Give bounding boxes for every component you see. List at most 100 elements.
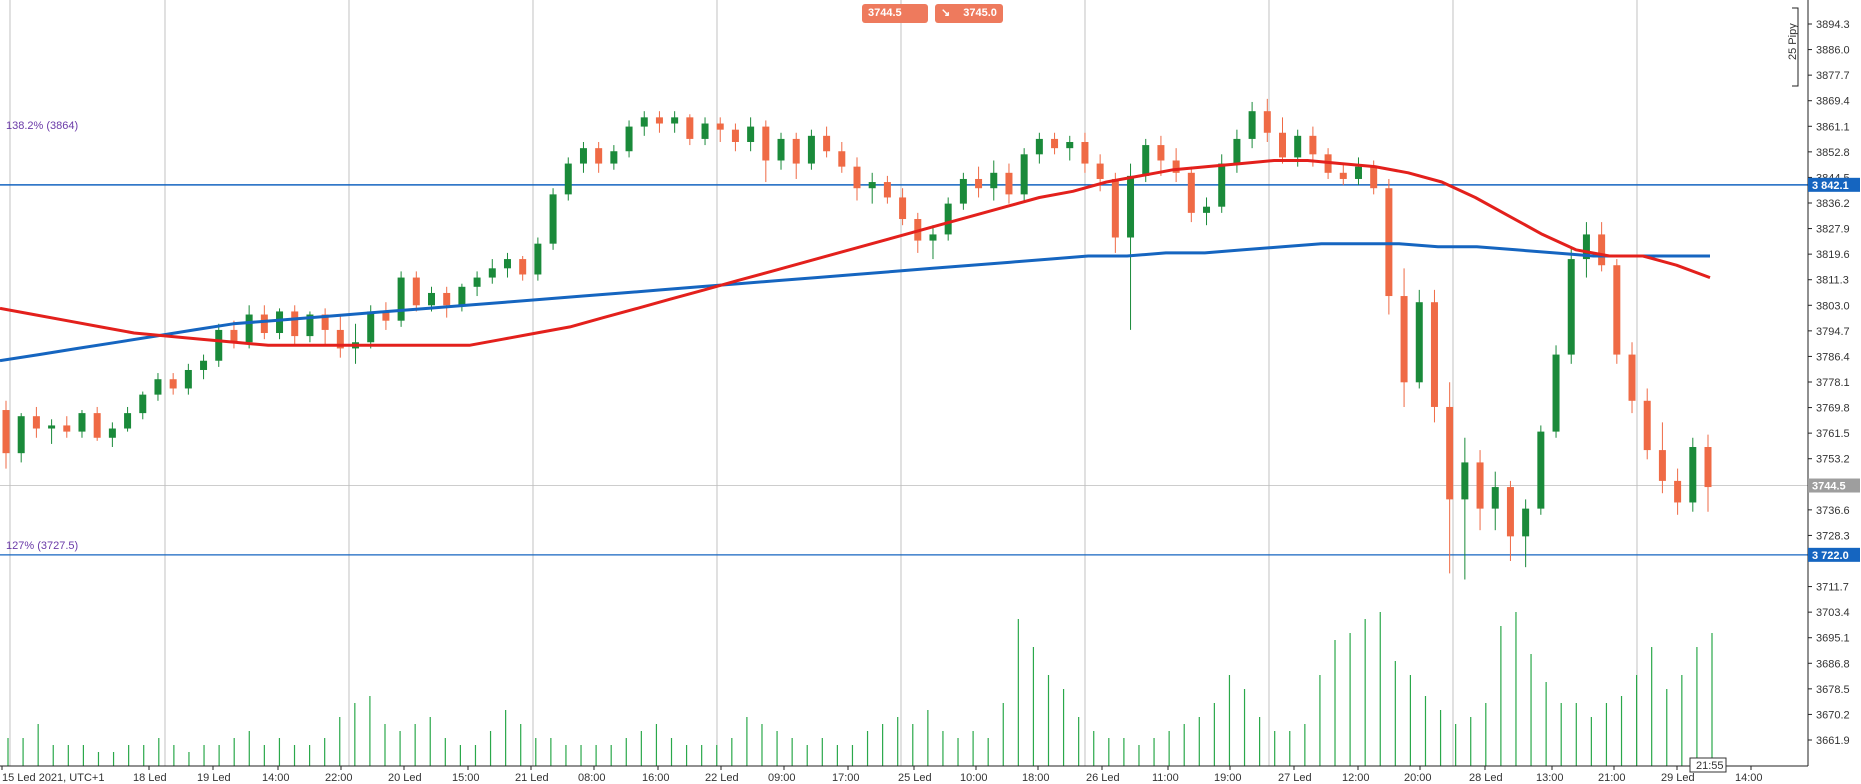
candle-down	[1674, 480, 1682, 503]
x-tick-label: 20:00	[1404, 772, 1432, 784]
candle-down	[336, 329, 344, 349]
horizontal-lines[interactable]	[0, 184, 1808, 556]
candle-up	[1522, 508, 1530, 537]
current-price-tag: 3744.5	[1812, 481, 1846, 493]
candle-up	[1537, 431, 1545, 509]
candle-up	[1248, 111, 1256, 139]
candle-down	[1613, 265, 1621, 355]
y-tick-label: 3836.2	[1816, 198, 1850, 210]
candle-up	[1218, 163, 1226, 207]
candle-up	[1552, 354, 1560, 432]
candle-up	[549, 194, 557, 244]
x-tick-label: 29 Led	[1661, 772, 1695, 784]
x-tick-label: 12:00	[1342, 772, 1370, 784]
candle-up	[428, 292, 435, 306]
candle-down	[1187, 172, 1195, 213]
candle-up	[184, 369, 192, 389]
candle-down	[1096, 163, 1104, 179]
candle-down	[443, 292, 451, 306]
candle-up	[397, 277, 405, 321]
candle-up	[48, 425, 56, 429]
x-tick-label: 13:00	[1536, 772, 1564, 784]
candle-down	[762, 126, 770, 161]
x-tick-label: 08:00	[578, 772, 606, 784]
candle-up	[108, 428, 116, 438]
y-tick-label: 3670.2	[1816, 709, 1850, 721]
candle-down	[1446, 406, 1454, 500]
y-tick-label: 3861.1	[1816, 121, 1850, 133]
x-tick-label: 10:00	[960, 772, 988, 784]
ask-arrow-icon: ↘	[941, 7, 951, 19]
y-tick-label: 3877.7	[1816, 70, 1850, 82]
y-tick-label: 3886.0	[1816, 45, 1850, 57]
candle-down	[655, 117, 663, 124]
candle-up	[747, 126, 755, 142]
candle-up	[868, 182, 876, 189]
candle-up	[17, 416, 25, 454]
candle-up	[458, 286, 466, 306]
candle-up	[1491, 487, 1499, 509]
y-tick-label: 3894.3	[1816, 19, 1850, 31]
lower-line-tag: 3 722.0	[1812, 550, 1849, 562]
fib-label-lower: 127% (3727.5)	[6, 540, 78, 552]
candle-up	[671, 117, 679, 124]
candle-down	[1385, 188, 1393, 297]
candle-down	[63, 425, 71, 432]
x-tick-label: 19 Led	[197, 772, 231, 784]
candle-up	[1020, 154, 1028, 195]
candle-up	[488, 268, 496, 278]
candle-down	[519, 259, 527, 275]
candle-up	[200, 360, 208, 370]
candle-down	[792, 138, 800, 164]
x-tick-label: 28 Led	[1469, 772, 1503, 784]
candle-down	[1400, 296, 1408, 383]
candle-down	[382, 311, 390, 321]
candle-down	[1111, 178, 1119, 238]
y-tick-label: 3678.5	[1816, 684, 1850, 696]
ask-quote-button[interactable]: ↘ 3745.0	[935, 4, 1003, 23]
candle-down	[1628, 354, 1636, 401]
y-tick-label: 3869.4	[1816, 96, 1850, 108]
candle-up	[990, 172, 998, 189]
lower-line-tag-bg	[1808, 547, 1860, 562]
candle-up	[473, 277, 481, 287]
candle-up	[367, 311, 375, 343]
candle-up	[1233, 138, 1241, 164]
candle-down	[716, 123, 724, 130]
current-price-tag-bg	[1808, 478, 1860, 493]
candle-down	[1172, 160, 1180, 173]
x-tick-label: 19:00	[1214, 772, 1242, 784]
candle-up	[1066, 141, 1074, 149]
candle-down	[169, 379, 177, 389]
y-tick-label: 3703.4	[1816, 607, 1850, 619]
y-tick-label: 3661.9	[1816, 735, 1850, 747]
x-tick-label: 22 Led	[705, 772, 739, 784]
x-tick-label: 11:00	[1152, 772, 1179, 784]
candle-down	[1339, 172, 1347, 179]
candle-down	[32, 416, 40, 429]
candle-down	[1157, 145, 1165, 161]
y-tick-label: 3695.1	[1816, 633, 1850, 645]
ask-price: 3745.0	[963, 7, 997, 19]
y-tick-label: 3827.9	[1816, 224, 1850, 236]
candle-down	[686, 117, 694, 139]
bid-quote-button[interactable]: 3744.5 ↘	[862, 4, 928, 38]
candle-up	[534, 243, 542, 275]
candle-up	[1415, 302, 1423, 383]
candle-down	[731, 129, 739, 142]
volume-scale-bracket	[1792, 7, 1799, 87]
y-tick-label: 3794.7	[1816, 326, 1850, 338]
candle-up	[625, 126, 633, 152]
candle-up	[640, 117, 648, 127]
candle-down	[1506, 487, 1514, 537]
x-tick-label: 25 Led	[898, 772, 932, 784]
candle-down	[595, 148, 603, 164]
candle-up	[306, 314, 314, 337]
x-tick-label: 21:00	[1598, 772, 1626, 784]
candle-up	[610, 151, 618, 164]
candle-up	[777, 138, 785, 161]
x-tick-label: 16:00	[642, 772, 670, 784]
x-tick-label: 26 Led	[1086, 772, 1120, 784]
